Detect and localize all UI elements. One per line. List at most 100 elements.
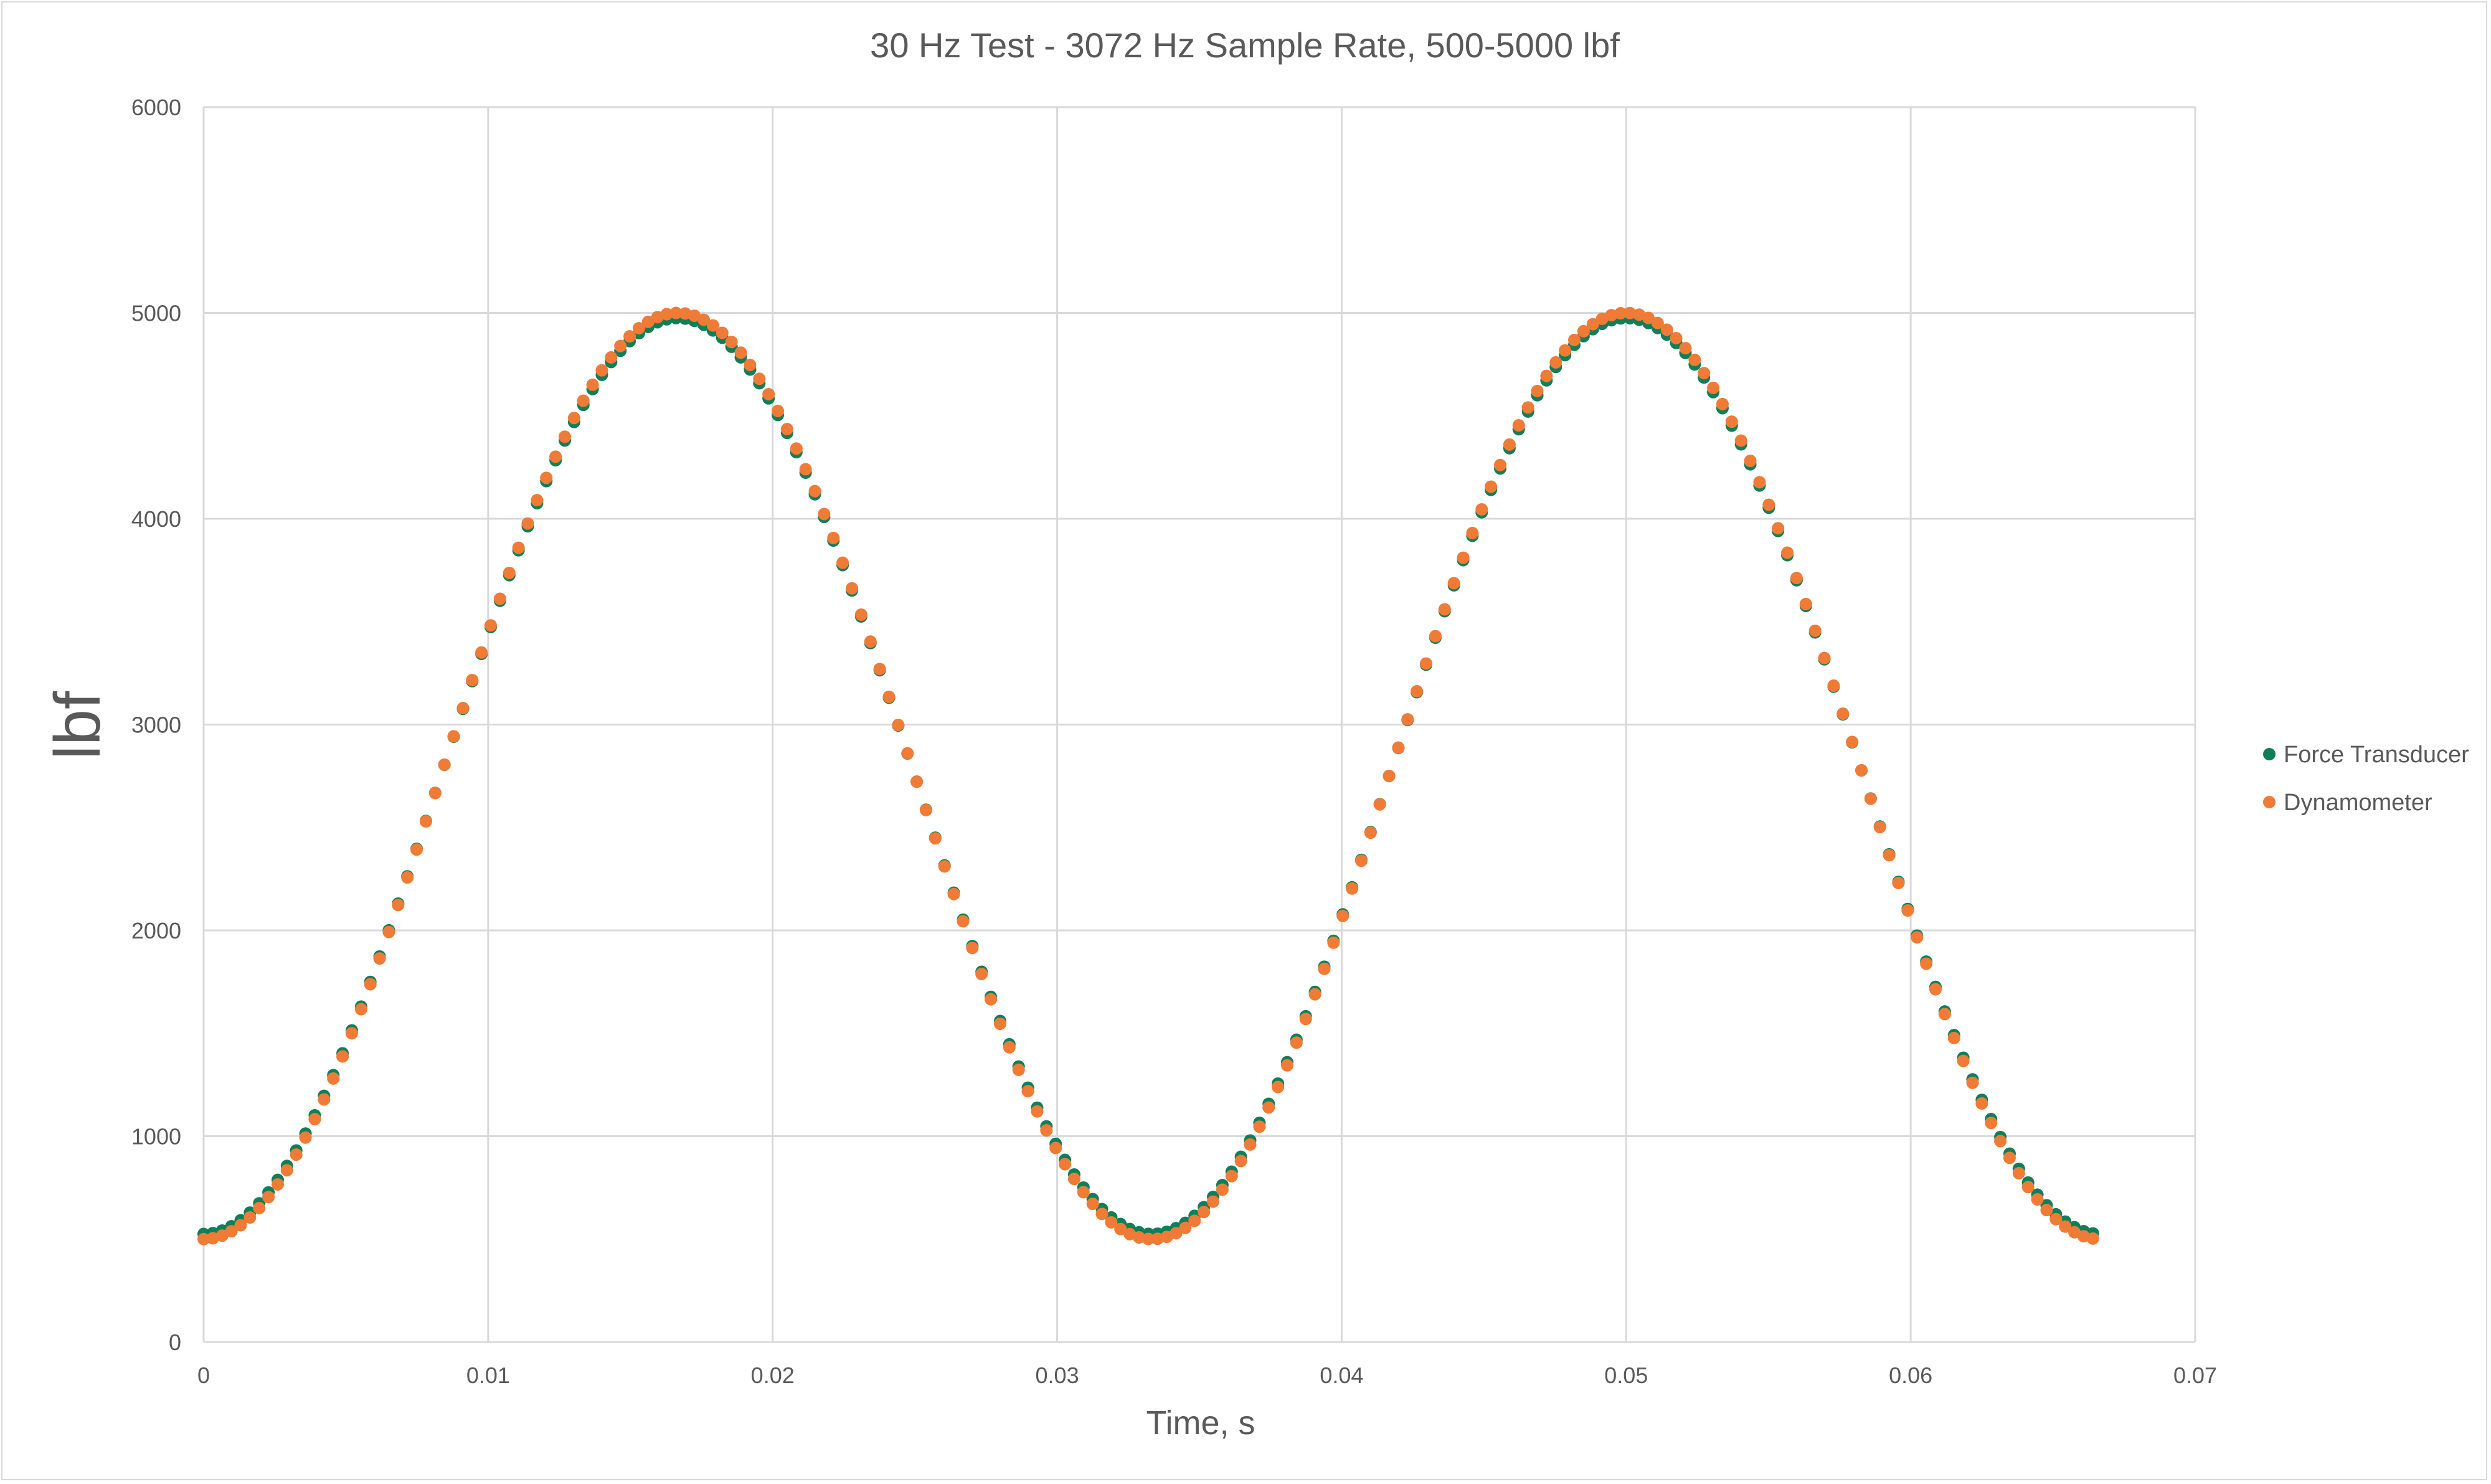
data-point [280,1164,293,1177]
data-point [1799,598,1812,611]
data-point [1753,476,1766,489]
data-point [1207,1195,1220,1208]
data-point [1225,1170,1238,1183]
data-point [1827,679,1840,692]
x-axis-ticks: 0 0.01 0.02 0.03 0.04 0.05 0.06 0.07 [197,1363,2217,1388]
data-point [1985,1117,1998,1130]
data-point [382,925,395,938]
x-tick-label: 0 [197,1363,210,1388]
data-point [215,1229,229,1242]
legend-marker-force-transducer [2263,748,2276,760]
data-point [410,843,423,856]
data-point [1346,882,1359,895]
data-point [419,815,432,828]
data-point [1105,1216,1118,1229]
data-point [892,719,905,732]
data-point [271,1178,284,1191]
data-point [993,1017,1006,1030]
data-point [854,608,867,621]
data-point [1920,957,1933,970]
data-point [1114,1222,1127,1236]
data-point [428,787,442,800]
data-point [1021,1085,1034,1098]
data-point [1670,331,1683,344]
data-point [716,326,729,339]
data-point [1012,1063,1025,1076]
data-point [929,832,942,845]
data-point [438,758,451,771]
data-point [1846,735,1859,749]
data-point [1373,798,1386,811]
data-point [1818,651,1831,664]
data-point [2012,1166,2025,1179]
data-point [1272,1080,1285,1094]
x-tick-label: 0.04 [1320,1363,1363,1388]
data-point [577,394,590,407]
data-point [2031,1193,2044,1206]
y-tick-label: 0 [169,1330,181,1355]
data-point [836,556,849,569]
data-point [1975,1097,1988,1110]
data-point [1188,1214,1201,1227]
data-point [1901,904,1914,917]
data-point [882,690,896,703]
y-tick-label: 4000 [131,506,181,532]
legend: Force Transducer Dynamometer [2263,742,2469,816]
data-point [1438,603,1451,616]
data-point [1095,1208,1108,1221]
data-point [1059,1158,1072,1171]
data-point [336,1050,349,1063]
data-point [1559,344,1572,357]
data-point [1836,707,1850,721]
data-point [957,915,970,928]
x-tick-label: 0.01 [466,1363,510,1388]
data-point [1466,527,1479,540]
data-point [1244,1138,1257,1151]
data-point [1957,1054,1970,1067]
data-point [456,702,470,715]
data-point [2040,1204,2053,1217]
data-point [1642,311,1655,324]
series-dynamometer [197,306,2099,1245]
data-point [1781,546,1794,559]
data-point [1198,1206,1211,1219]
data-point [493,592,506,605]
data-point [392,899,405,912]
data-point [1327,936,1340,949]
x-tick-label: 0.07 [2173,1363,2217,1388]
data-point [521,517,534,530]
data-point [1531,384,1544,397]
data-point [1049,1141,1062,1155]
data-point [641,315,655,328]
data-point [234,1219,247,1232]
data-point [308,1113,321,1126]
data-point [1614,307,1627,320]
data-point [901,747,914,760]
data-point [669,306,683,319]
data-point [1512,419,1525,432]
data-point [1151,1232,1164,1245]
y-tick-label: 1000 [131,1124,181,1150]
data-point [614,339,627,352]
data-point [864,635,877,648]
data-point [290,1148,303,1161]
data-point [1234,1155,1247,1168]
data-point [1688,353,1701,366]
data-point [605,351,618,364]
data-point [327,1072,340,1085]
data-point [790,442,803,455]
data-point [1790,572,1803,585]
data-point [1420,657,1433,670]
data-point [262,1191,275,1204]
data-point [846,582,859,595]
data-point [1624,306,1637,319]
data-point [725,336,738,349]
data-point [1864,792,1877,805]
data-point [1911,931,1924,944]
legend-label-dynamometer: Dynamometer [2284,790,2432,816]
data-point [1892,876,1905,889]
data-point [1401,713,1414,726]
chart-title: 30 Hz Test - 3072 Hz Sample Rate, 500-50… [870,26,1620,65]
data-point [1994,1135,2007,1148]
